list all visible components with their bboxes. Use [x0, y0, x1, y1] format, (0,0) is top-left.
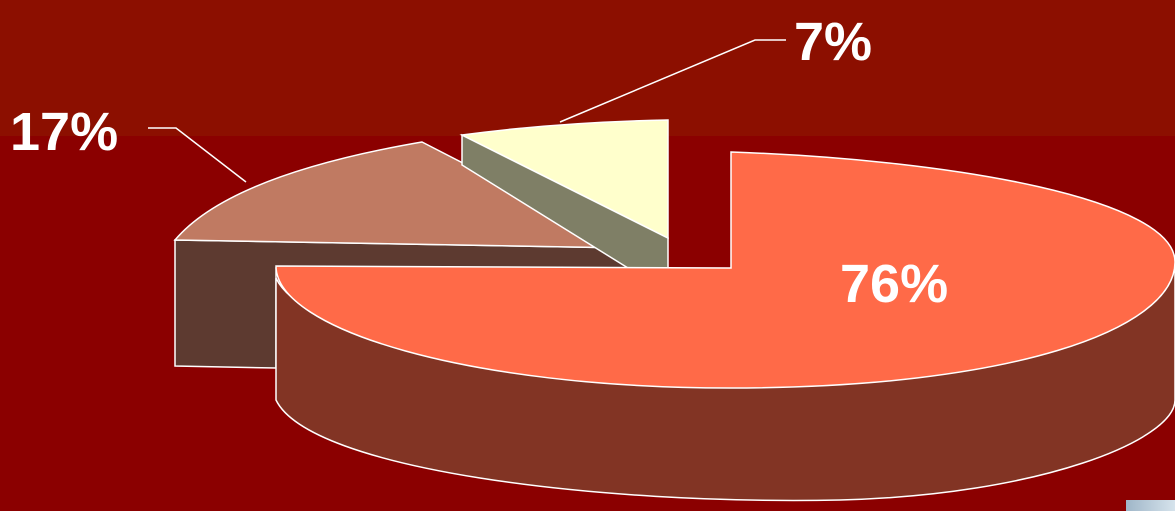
- pie-slice-7: [459, 119, 669, 269]
- corner-decoration: [1126, 500, 1175, 511]
- leader-line-17: [148, 127, 247, 183]
- slice-7-top: [459, 119, 669, 240]
- background-band: [0, 0, 1175, 136]
- data-label-76: 76%: [840, 254, 948, 314]
- data-label-7: 7%: [794, 12, 872, 72]
- pie-slice-76: [275, 151, 1175, 502]
- data-label-17: 17%: [10, 102, 118, 162]
- slice-17-top: [173, 141, 629, 249]
- leader-line-7: [559, 39, 786, 123]
- slice-76-top: [275, 151, 1175, 389]
